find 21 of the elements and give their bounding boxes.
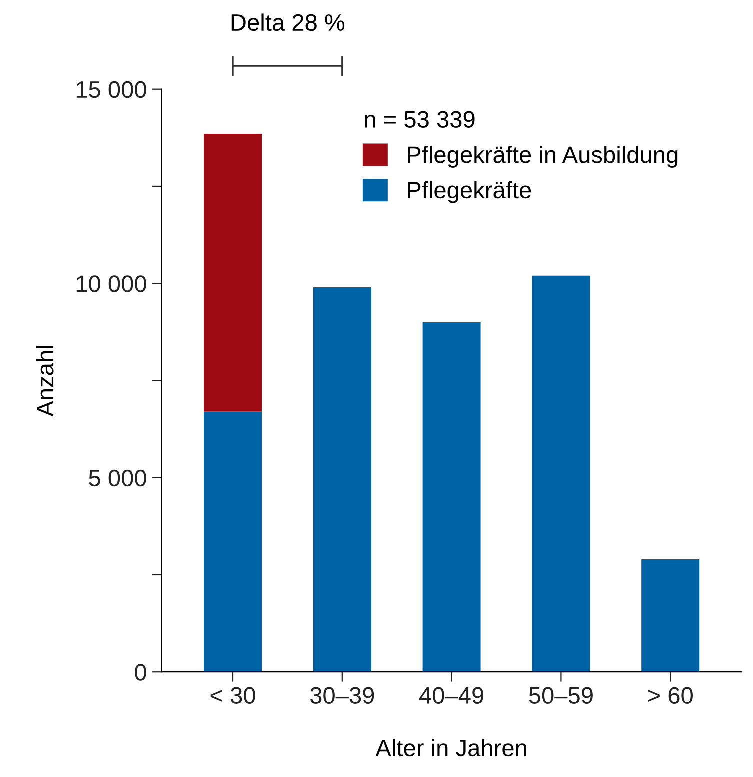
text: Delta 28 %: [232, 14, 345, 32]
y-tick-label: 0: [135, 664, 146, 681]
x-tick-label: 30–39: [310, 687, 374, 704]
legend-label: Pflegekräfte in Ausbildung: [408, 146, 678, 168]
bar: [204, 412, 262, 672]
bar: [204, 134, 262, 412]
x-tick-label: 50–59: [529, 687, 593, 704]
x-tick-label: < 30: [210, 687, 256, 704]
x-tick-label: > 60: [648, 687, 693, 704]
y-tick-label: 15 000: [76, 81, 146, 98]
bar: [422, 322, 481, 672]
bar: [642, 559, 700, 672]
y-tick-label: 5 000: [89, 470, 146, 487]
legend-label: Pflegekräfte: [408, 181, 532, 204]
x-axis-title: Alter in Jahren: [376, 739, 526, 757]
y-tick-label: 10 000: [76, 276, 146, 292]
legend-title: n = 53 339: [365, 111, 475, 128]
bar: [532, 276, 590, 672]
bar: [313, 287, 372, 672]
x-tick-label: 40–49: [420, 687, 484, 704]
y-axis-title: Anzahl: [36, 346, 54, 417]
